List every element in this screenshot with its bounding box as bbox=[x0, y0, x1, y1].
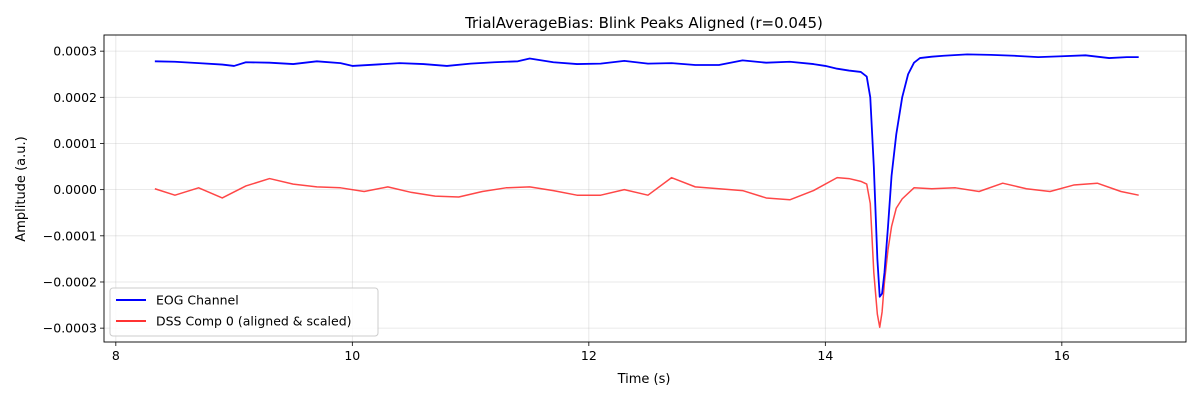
y-tick-label: 0.0001 bbox=[53, 136, 97, 151]
x-axis-label: Time (s) bbox=[617, 372, 671, 387]
plot-frame bbox=[103, 34, 1187, 343]
x-tick-label: 10 bbox=[344, 348, 360, 363]
x-tick-label: 8 bbox=[112, 348, 120, 363]
eog-channel-line bbox=[154, 53, 1139, 298]
legend-label-dss: DSS Comp 0 (aligned & scaled) bbox=[156, 314, 352, 329]
y-axis-label: Amplitude (a.u.) bbox=[14, 136, 29, 241]
y-tick-label: 0.0000 bbox=[53, 182, 97, 197]
chart-title: TrialAverageBias: Blink Peaks Aligned (r… bbox=[464, 14, 823, 32]
x-tick-label: 14 bbox=[817, 348, 833, 363]
series-layer bbox=[154, 53, 1139, 328]
x-tick-label: 16 bbox=[1054, 348, 1070, 363]
legend-label-eog: EOG Channel bbox=[156, 293, 239, 308]
y-axis-ticks: −0.0003 −0.0002 −0.0001 0.0000 0.0001 0.0002 0… bbox=[43, 44, 104, 336]
y-tick-label: 0.0003 bbox=[53, 44, 97, 59]
y-tick-label: −0.0002 bbox=[43, 274, 97, 289]
legend: EOG Channel DSS Comp 0 (aligned & scaled… bbox=[109, 287, 379, 337]
dss-comp-0-line bbox=[154, 176, 1139, 328]
y-tick-label: −0.0001 bbox=[43, 228, 97, 243]
x-axis-ticks: 8 10 12 14 16 bbox=[112, 342, 1070, 363]
legend-box bbox=[109, 287, 379, 337]
x-tick-label: 12 bbox=[581, 348, 597, 363]
y-tick-label: −0.0003 bbox=[43, 321, 97, 336]
y-tick-label: 0.0002 bbox=[53, 90, 97, 105]
